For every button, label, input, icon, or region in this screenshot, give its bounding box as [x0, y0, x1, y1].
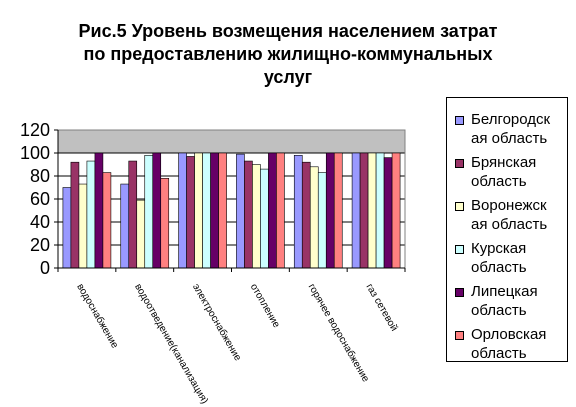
- bar-5-4: [383, 157, 393, 269]
- bar-2-2: [194, 152, 203, 269]
- bar-1-5: [160, 178, 170, 269]
- bar-1-3: [144, 155, 154, 269]
- legend-label-5: Орловская область: [471, 326, 547, 362]
- bar-3-1: [244, 160, 253, 269]
- bar-1-2: [136, 199, 146, 269]
- bar-5-3: [375, 152, 385, 269]
- x-category-label-4: горячее водоснабжение: [306, 282, 372, 385]
- bar-5-0: [351, 152, 361, 269]
- legend-label-3: Курская область: [471, 240, 527, 276]
- bar-3-3: [260, 168, 269, 269]
- bar-1-0: [120, 183, 130, 269]
- bar-4-3: [317, 172, 327, 269]
- bar-0-2: [78, 183, 88, 269]
- legend-swatch-0: [455, 116, 464, 125]
- bar-2-1: [186, 156, 195, 269]
- bar-2-3: [202, 152, 211, 269]
- bar-4-1: [301, 161, 311, 269]
- y-tick-label-100: 100: [20, 143, 50, 163]
- y-tick-label-0: 0: [40, 258, 50, 278]
- x-category-label-2: электроснабжение: [190, 282, 244, 364]
- bar-3-2: [252, 164, 261, 269]
- y-tick-label-20: 20: [30, 235, 50, 255]
- legend-label-1: Брянская область: [471, 154, 537, 190]
- bar-4-0: [293, 155, 303, 269]
- bar-0-1: [70, 161, 80, 269]
- bar-3-4: [268, 152, 277, 269]
- legend-label-0: Белгородск ая область: [471, 111, 551, 147]
- plot-area-background: [58, 153, 405, 268]
- bar-0-5: [102, 172, 112, 269]
- bar-5-2: [367, 152, 377, 269]
- bar-4-2: [309, 166, 319, 269]
- bar-3-5: [276, 152, 285, 269]
- y-tick-label-60: 60: [30, 189, 50, 209]
- legend-swatch-4: [455, 288, 464, 297]
- legend-label-4: Липецкая область: [471, 283, 538, 319]
- bar-2-0: [178, 152, 187, 269]
- y-tick-label-120: 120: [20, 120, 50, 140]
- bar-0-0: [62, 187, 72, 269]
- plot-area-top-band: [58, 130, 405, 153]
- bar-4-4: [325, 152, 335, 269]
- y-tick-label-80: 80: [30, 166, 50, 186]
- x-category-label-0: водоснабжение: [74, 282, 121, 351]
- bar-2-4: [210, 152, 219, 269]
- chart-title-line-1: Рис.5 Уровень возмещения населением затр…: [78, 21, 498, 41]
- bar-4-5: [333, 152, 343, 269]
- chart-title-line-3: услуг: [263, 67, 313, 87]
- bar-0-3: [86, 160, 96, 269]
- bar-5-1: [359, 152, 369, 269]
- legend-swatch-3: [455, 245, 464, 254]
- bar-3-0: [236, 153, 245, 269]
- bar-1-4: [152, 152, 162, 269]
- legend-swatch-5: [455, 331, 464, 340]
- legend-swatch-1: [455, 159, 464, 168]
- bar-1-1: [128, 160, 138, 269]
- bar-5-5: [391, 152, 401, 269]
- y-tick-label-40: 40: [30, 212, 50, 232]
- legend-swatch-2: [455, 202, 464, 211]
- bar-2-5: [218, 152, 227, 269]
- chart-legend: Белгородск ая область Брянская область В…: [446, 97, 568, 362]
- x-category-label-5: газ сетевой: [363, 282, 399, 333]
- legend-label-2: Воронежск ая область: [471, 197, 548, 233]
- bar-0-4: [94, 152, 104, 269]
- chart-title-line-2: по предоставлению жилищно-коммунальных: [83, 44, 493, 64]
- x-category-label-3: отопление: [248, 282, 282, 330]
